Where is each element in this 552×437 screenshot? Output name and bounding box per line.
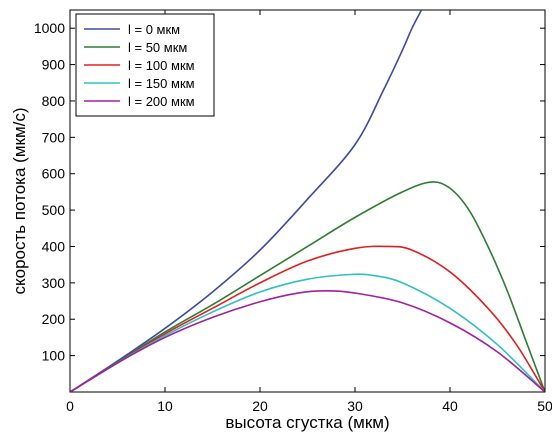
y-tick-label: 1000 <box>34 20 65 36</box>
tick-layer: 0 10 20 30 40 50 100 200 300 400 500 600 700 800 900 10… <box>34 10 552 414</box>
legend-label-3: l = 100 мкм <box>128 58 195 73</box>
series-line-1 <box>70 10 423 392</box>
y-tick-label: 600 <box>42 166 66 182</box>
y-tick-label: 500 <box>42 202 66 218</box>
y-axis-label: скорость потока (мкм/с) <box>10 107 29 294</box>
y-tick-label: 800 <box>42 93 66 109</box>
legend-label-4: l = 150 мкм <box>128 76 195 91</box>
x-tick-label: 50 <box>537 398 552 414</box>
x-tick-label: 30 <box>347 398 363 414</box>
legend-label-2: l = 50 мкм <box>128 40 187 55</box>
legend-label-1: l = 0 мкм <box>128 22 180 37</box>
y-tick-label: 100 <box>42 348 66 364</box>
x-tick-label: 40 <box>442 398 458 414</box>
series-line-3 <box>70 245 545 392</box>
series-layer <box>70 10 545 392</box>
y-tick-label: 300 <box>42 275 66 291</box>
y-tick-label: 700 <box>42 129 66 145</box>
x-tick-label: 0 <box>66 398 74 414</box>
y-tick-label: 200 <box>42 311 66 327</box>
series-line-5 <box>70 290 545 392</box>
series-line-2 <box>70 181 545 392</box>
series-line-4 <box>70 273 545 392</box>
y-tick-label: 400 <box>42 238 66 254</box>
legend: l = 0 мкм l = 50 мкм l = 100 мкм l = 150 мк… <box>75 13 215 117</box>
y-tick-label: 900 <box>42 57 66 73</box>
plot-frame <box>69 9 546 393</box>
x-axis-label: высота сгустка (мкм) <box>225 413 389 432</box>
x-tick-label: 10 <box>157 398 173 414</box>
x-tick-label: 20 <box>252 398 268 414</box>
legend-label-5: l = 200 мкм <box>128 94 195 109</box>
